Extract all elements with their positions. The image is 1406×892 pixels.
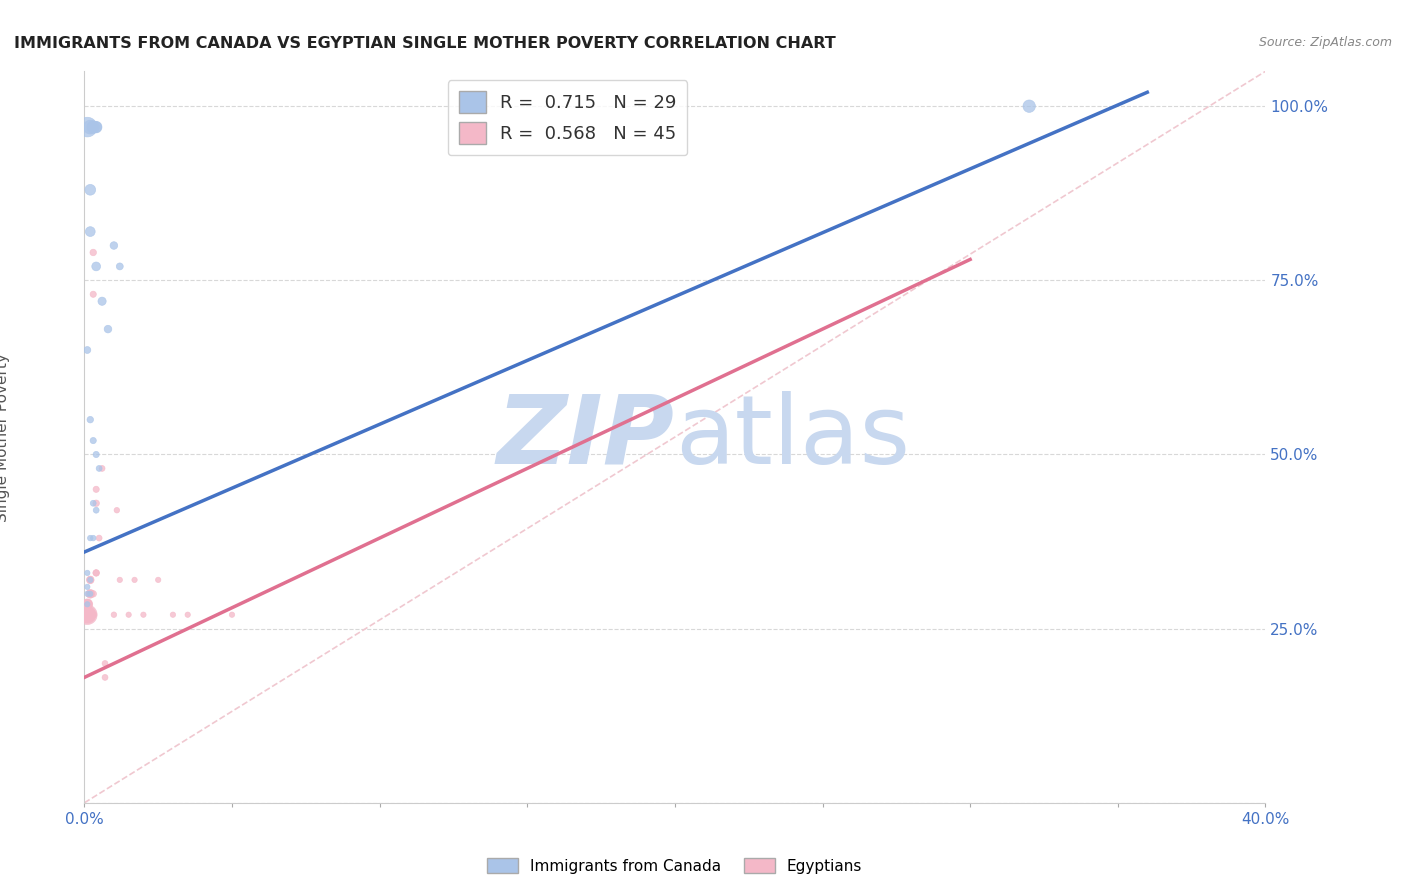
Point (82, 607, 104, 622)
Point (79, 412, 101, 426)
Point (177, 607, 200, 622)
Point (94, 670, 117, 684)
Point (76, 587, 98, 601)
Point (79, 225, 101, 239)
Point (148, 573, 170, 587)
Point (84, 483, 107, 497)
Point (1018, 99, 1040, 113)
Point (84, 260, 107, 274)
Point (76, 607, 98, 622)
Point (76, 580, 98, 594)
Point (76, 607, 98, 622)
Point (97, 322, 120, 336)
Point (76, 607, 98, 622)
Point (84, 566, 107, 580)
Point (84, 503, 107, 517)
Point (82, 287, 104, 301)
Text: ZIP: ZIP (496, 391, 675, 483)
Point (79, 587, 101, 601)
Point (84, 448, 107, 462)
Point (76, 120, 98, 134)
Point (79, 607, 101, 622)
Point (82, 120, 104, 134)
Point (89, 531, 111, 545)
Point (84, 120, 107, 134)
Text: atlas: atlas (675, 391, 910, 483)
Point (91, 461, 114, 475)
Point (89, 461, 111, 475)
Point (103, 607, 125, 622)
Point (76, 607, 98, 622)
Point (91, 294, 114, 309)
Point (79, 183, 101, 197)
Point (79, 587, 101, 601)
Point (76, 607, 98, 622)
Point (132, 607, 155, 622)
Point (76, 597, 98, 611)
Point (79, 587, 101, 601)
Point (105, 503, 128, 517)
Legend: Immigrants from Canada, Egyptians: Immigrants from Canada, Egyptians (481, 852, 869, 880)
Point (76, 607, 98, 622)
Y-axis label: Single Mother Poverty: Single Mother Poverty (0, 352, 10, 522)
Point (84, 496, 107, 510)
Point (76, 597, 98, 611)
Legend: R =  0.715   N = 29, R =  0.568   N = 45: R = 0.715 N = 29, R = 0.568 N = 45 (447, 80, 688, 155)
Text: IMMIGRANTS FROM CANADA VS EGYPTIAN SINGLE MOTHER POVERTY CORRELATION CHART: IMMIGRANTS FROM CANADA VS EGYPTIAN SINGL… (14, 36, 835, 51)
Point (94, 657, 117, 671)
Point (82, 496, 104, 510)
Point (76, 343, 98, 357)
Text: Source: ZipAtlas.com: Source: ZipAtlas.com (1258, 36, 1392, 49)
Point (108, 260, 131, 274)
Point (76, 597, 98, 611)
Point (79, 120, 101, 134)
Point (76, 607, 98, 622)
Point (76, 607, 98, 622)
Point (76, 597, 98, 611)
Point (82, 434, 104, 448)
Point (76, 566, 98, 580)
Point (108, 573, 131, 587)
Point (79, 607, 101, 622)
Point (124, 573, 146, 587)
Point (76, 607, 98, 622)
Point (103, 238, 125, 252)
Point (84, 120, 107, 134)
Point (76, 597, 98, 611)
Point (76, 607, 98, 622)
Point (79, 573, 101, 587)
Point (162, 607, 184, 622)
Point (82, 245, 104, 260)
Point (79, 573, 101, 587)
Point (221, 607, 243, 622)
Point (118, 607, 141, 622)
Point (79, 587, 101, 601)
Point (84, 566, 107, 580)
Point (76, 597, 98, 611)
Point (82, 587, 104, 601)
Point (79, 607, 101, 622)
Point (79, 573, 101, 587)
Point (82, 531, 104, 545)
Point (79, 531, 101, 545)
